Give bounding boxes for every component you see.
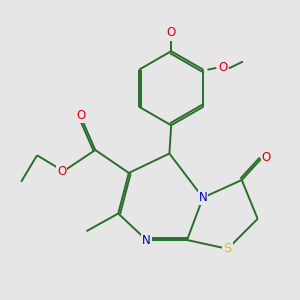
Text: N: N [199,191,207,204]
Text: S: S [224,242,232,255]
Text: O: O [167,26,176,39]
Text: O: O [218,61,227,74]
Text: N: N [142,233,151,247]
Text: O: O [76,109,86,122]
Text: O: O [262,151,271,164]
Text: O: O [57,165,66,178]
